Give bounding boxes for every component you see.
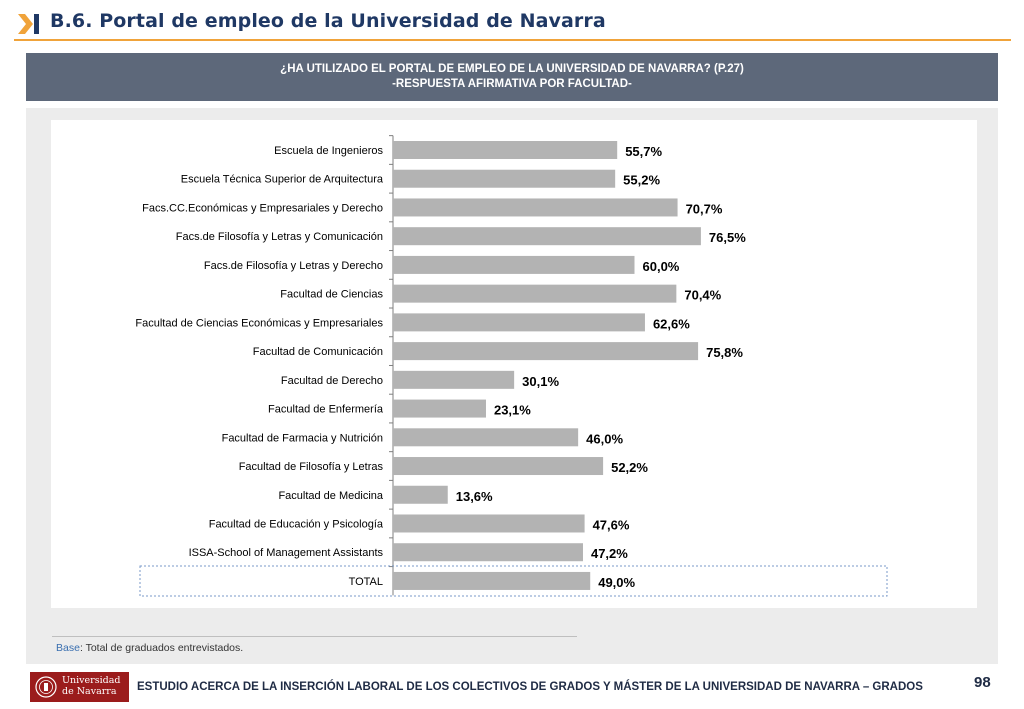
bar bbox=[393, 370, 515, 389]
bar bbox=[393, 571, 591, 590]
total-highlight-box bbox=[139, 565, 888, 597]
value-label: 70,7% bbox=[686, 201, 723, 216]
value-label: 47,6% bbox=[593, 517, 630, 532]
category-label: ISSA-School of Management Assistants bbox=[189, 547, 384, 559]
category-label: Facultad de Educación y Psicología bbox=[209, 518, 384, 530]
value-label: 55,7% bbox=[625, 144, 662, 159]
value-label: 13,6% bbox=[456, 489, 493, 504]
category-label: Facultad de Derecho bbox=[281, 375, 383, 387]
category-label: Facs.de Filosofía y Letras y Comunicació… bbox=[176, 231, 383, 243]
category-label: Escuela de Ingenieros bbox=[274, 145, 383, 157]
category-label: Facs.CC.Económicas y Empresariales y Der… bbox=[142, 202, 383, 214]
bar bbox=[393, 399, 486, 418]
chart-question: ¿HA UTILIZADO EL PORTAL DE EMPLEO DE LA … bbox=[280, 63, 744, 75]
bar bbox=[393, 342, 699, 361]
value-label: 62,6% bbox=[653, 316, 690, 331]
category-label: Facultad de Enfermería bbox=[268, 404, 384, 416]
page-title: B.6. Portal de empleo de la Universidad … bbox=[50, 10, 606, 32]
page-number: 98 bbox=[974, 674, 991, 691]
bar-chart: Escuela de Ingenieros 55,7% Escuela Técnic… bbox=[135, 135, 888, 597]
value-label: 75,8% bbox=[706, 345, 743, 360]
bar bbox=[393, 428, 579, 447]
value-label: 52,2% bbox=[611, 460, 648, 475]
category-label: TOTAL bbox=[349, 576, 383, 588]
value-label: 47,2% bbox=[591, 546, 628, 561]
base-text: : Total de graduados entrevistados. bbox=[79, 642, 244, 654]
bar bbox=[393, 169, 616, 188]
value-label: 30,1% bbox=[522, 374, 559, 389]
chart-area: Escuela de Ingenieros 55,7% Escuela Técnic… bbox=[26, 108, 998, 664]
value-label: 23,1% bbox=[494, 403, 531, 418]
chart-banner: ¿HA UTILIZADO EL PORTAL DE EMPLEO DE LA … bbox=[26, 53, 998, 101]
category-label: Facultad de Farmacia y Nutrición bbox=[222, 432, 383, 444]
category-label: Escuela Técnica Superior de Arquitectura bbox=[181, 174, 384, 186]
notes-divider bbox=[52, 636, 577, 637]
value-label: 70,4% bbox=[684, 288, 721, 303]
category-label: Facultad de Ciencias bbox=[280, 289, 383, 301]
base-note: Base: Total de graduados entrevistados. bbox=[56, 642, 243, 654]
category-label: Facultad de Ciencias Económicas y Empres… bbox=[135, 317, 383, 329]
base-label: Base bbox=[56, 642, 80, 654]
category-label: Facultad de Medicina bbox=[278, 490, 383, 502]
bar bbox=[393, 227, 701, 246]
value-label: 76,5% bbox=[709, 230, 746, 245]
chart-subtitle: -RESPUESTA AFIRMATIVA POR FACULTAD- bbox=[392, 78, 632, 90]
bar bbox=[393, 313, 645, 332]
value-label: 55,2% bbox=[623, 173, 660, 188]
chevron-right-icon bbox=[18, 14, 39, 34]
bar bbox=[393, 457, 604, 476]
value-label: 60,0% bbox=[643, 259, 680, 274]
logo-line-2: de Navarra bbox=[62, 686, 117, 697]
value-label: 46,0% bbox=[586, 431, 623, 446]
bar bbox=[393, 514, 585, 533]
category-label: Facs.de Filosofía y Letras y Derecho bbox=[204, 260, 383, 272]
logo-line-1: Universidad bbox=[62, 675, 121, 686]
page-header: B.6. Portal de empleo de la Universidad … bbox=[14, 6, 1010, 42]
category-label: Facultad de Comunicación bbox=[253, 346, 383, 358]
chart-panel: Escuela de Ingenieros 55,7% Escuela Técnic… bbox=[51, 120, 977, 608]
university-logo: Universidad de Navarra bbox=[30, 672, 129, 702]
bar bbox=[393, 198, 678, 217]
bar bbox=[393, 543, 583, 562]
bar bbox=[393, 141, 618, 159]
header-divider bbox=[14, 39, 1011, 41]
logo-text: Universidad de Navarra bbox=[62, 675, 120, 697]
seal-icon bbox=[35, 676, 57, 698]
footer-study-title: ESTUDIO ACERCA DE LA INSERCIÓN LABORAL D… bbox=[137, 681, 923, 693]
value-label: 49,0% bbox=[598, 575, 635, 590]
bar bbox=[393, 284, 677, 303]
category-label: Facultad de Filosofía y Letras bbox=[239, 461, 384, 473]
bar bbox=[393, 255, 635, 274]
bar bbox=[393, 485, 448, 504]
